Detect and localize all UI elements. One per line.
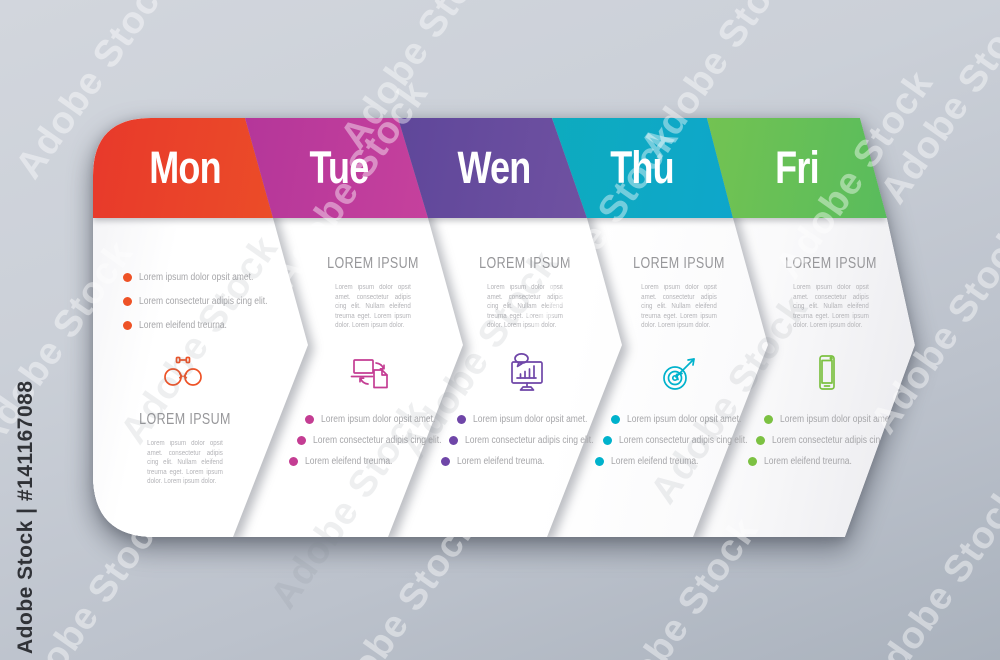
infographic-card-shadow: Mon Tue Wen Thu Fri Lorem ipsum dolor op… — [93, 118, 915, 537]
section-paragraph: Lorem ipsum dolor opsit amet. consectetu… — [793, 284, 869, 330]
list-item: Lorem eleifend treurna. — [748, 451, 923, 472]
section-paragraph: Lorem ipsum dolor opsit amet. consectetu… — [487, 284, 563, 330]
list-item: Lorem consectetur adipis cing elit. — [449, 430, 616, 451]
bullet-dot — [123, 321, 132, 330]
day-header-thu — [93, 118, 915, 218]
bullet-dot — [756, 436, 765, 445]
bullet-dot — [764, 415, 773, 424]
day-header-mon — [93, 118, 915, 218]
bullet-list-fri: Lorem ipsum dolor opsit amet. Lorem cons… — [748, 409, 923, 472]
section-paragraph: Lorem ipsum dolor opsit amet. consectetu… — [641, 284, 717, 330]
content-layer: Lorem ipsum dolor opsit amet. Lorem cons… — [93, 118, 915, 537]
section-title: LOREM IPSUM — [633, 255, 725, 272]
weekly-timeline-infographic: Mon Tue Wen Thu Fri Lorem ipsum dolor op… — [93, 118, 915, 537]
file-transfer-laptop-icon — [347, 349, 395, 397]
list-item: Lorem eleifend treurna. — [123, 313, 290, 337]
list-item: Lorem ipsum dolor opsit amet. — [305, 409, 464, 430]
bullet-dot — [611, 415, 620, 424]
target-goal-icon — [654, 349, 702, 397]
bullet-dot — [449, 436, 458, 445]
list-item: Lorem ipsum dolor opsit amet. — [611, 409, 770, 430]
section-paragraph: Lorem ipsum dolor opsit amet. consectetu… — [147, 440, 223, 486]
bullet-dot — [297, 436, 306, 445]
section-title: LOREM IPSUM — [479, 255, 571, 272]
bullet-dot — [603, 436, 612, 445]
list-item: Lorem consectetur adipis cing elit. — [756, 430, 923, 451]
list-item: Lorem consectetur adipis cing elit. — [603, 430, 770, 451]
list-item: Lorem eleifend treuma. — [595, 451, 770, 472]
bullet-list-mon: Lorem ipsum dolor opsit amet. Lorem cons… — [123, 265, 290, 337]
bullet-dot — [595, 457, 604, 466]
list-item: Lorem eleifend treuma. — [289, 451, 464, 472]
section-title: LOREM IPSUM — [785, 255, 877, 272]
bullet-list-wen: Lorem ipsum dolor opsit amet. Lorem cons… — [441, 409, 616, 472]
adobe-stock-id-watermark: Adobe Stock | #141167088 — [14, 380, 37, 654]
bullet-list-tue: Lorem ipsum dolor opsit amet. Lorem cons… — [289, 409, 464, 472]
list-item: Lorem ipsum dolor opsit amet. — [764, 409, 923, 430]
smartphone-icon — [803, 349, 851, 397]
section-title: LOREM IPSUM — [327, 255, 419, 272]
bullet-dot — [305, 415, 314, 424]
communication-people-icon — [159, 349, 207, 397]
bullet-dot — [123, 273, 132, 282]
list-item: Lorem consectetur adipis cing elit. — [297, 430, 464, 451]
day-header-tue — [93, 118, 915, 218]
day-header-fri — [93, 118, 915, 218]
list-item: Lorem ipsum dolor opsit amet. — [457, 409, 616, 430]
bullet-list-thu: Lorem ipsum dolor opsit amet. Lorem cons… — [595, 409, 770, 472]
list-item: Lorem consectetur adipis cing elit. — [123, 289, 290, 313]
bullet-dot — [123, 297, 132, 306]
bullet-dot — [289, 457, 298, 466]
bullet-dot — [457, 415, 466, 424]
presentation-monitor-icon — [503, 349, 551, 397]
list-item: Lorem ipsum dolor opsit amet. — [123, 265, 290, 289]
list-item: Lorem eleifend treuma. — [441, 451, 616, 472]
bullet-dot — [441, 457, 450, 466]
day-header-band — [93, 118, 915, 537]
section-title: LOREM IPSUM — [139, 411, 231, 428]
section-paragraph: Lorem ipsum dolor opsit amet. consectetu… — [335, 284, 411, 330]
day-header-wen — [93, 118, 915, 218]
bullet-dot — [748, 457, 757, 466]
